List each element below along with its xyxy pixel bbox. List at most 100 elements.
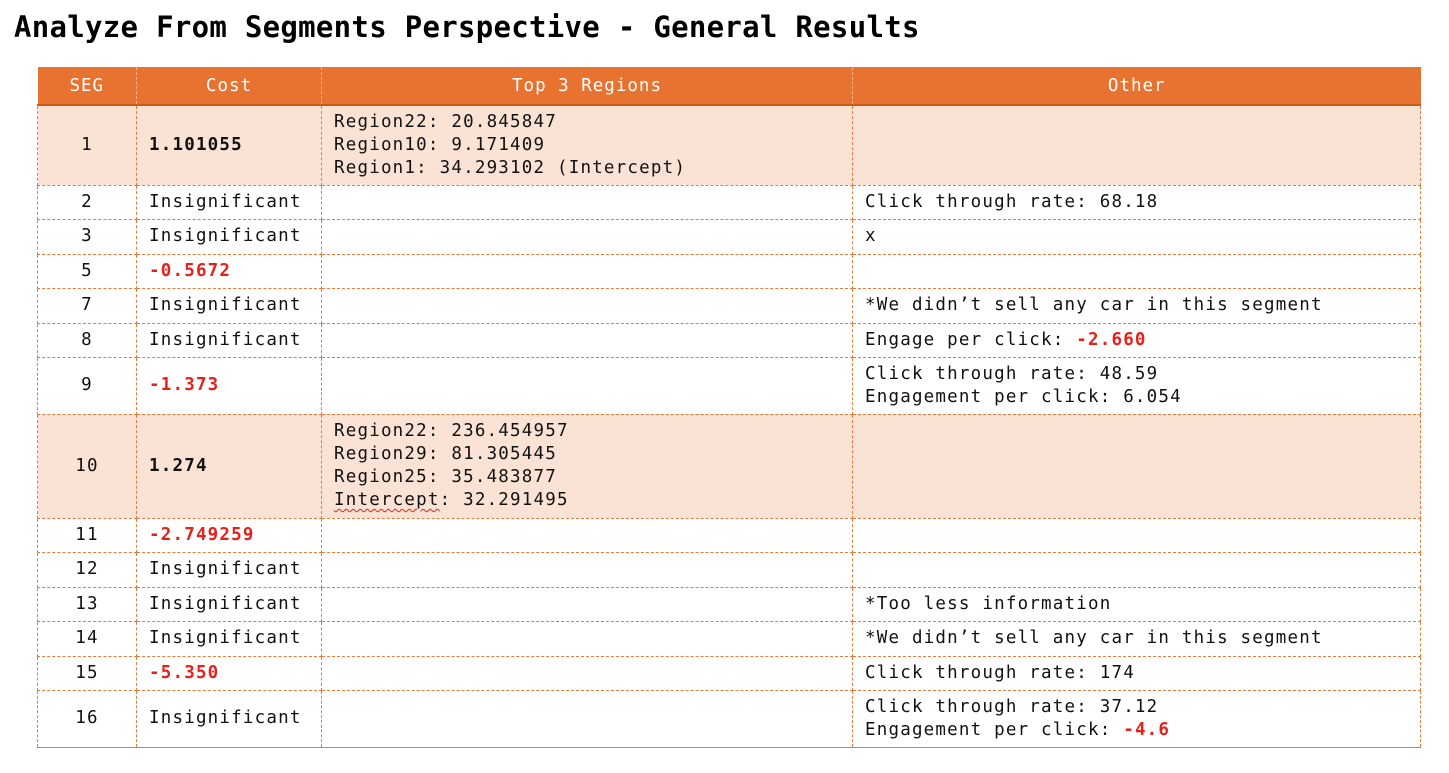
top-regions-cell: Region22: 236.454957 Region29: 81.305445 R… <box>321 413 853 519</box>
table-row: 9 -1.373 Click through rate: 48.59 Engageme… <box>37 356 1421 415</box>
top-regions-cell <box>321 287 853 324</box>
table-row: 12 Insignificant <box>37 551 1421 588</box>
top-regions-cell <box>321 517 853 553</box>
seg-cell: 16 <box>37 689 137 748</box>
table-row: 15 -5.350 Click through rate: 174 <box>37 655 1421 691</box>
top-regions-cell <box>321 356 853 415</box>
top-regions-cell <box>321 655 853 691</box>
cost-cell: -5.350 <box>136 655 322 691</box>
table-body: 1 1.101055 Region22: 20.845847 Region10: 9.… <box>37 104 1421 748</box>
segment-results-table: SEG Cost Top 3 Regions Other 1 1.101055 Re… <box>37 67 1421 748</box>
seg-cell: 13 <box>37 586 137 622</box>
region-line: Region22: 236.454957 <box>334 421 569 441</box>
other-line: x <box>865 225 1408 248</box>
other-line-label: *Too less information <box>865 593 1112 614</box>
table-row: 2 Insignificant Click through rate: 68.18 <box>37 184 1421 220</box>
seg-cell: 2 <box>37 184 137 220</box>
seg-cell: 1 <box>37 104 137 186</box>
other-line: Engage per click: -2.660 <box>865 329 1408 352</box>
cost-cell: Insignificant <box>136 620 322 657</box>
other-cell: *We didn’t sell any car in this segment <box>852 287 1421 324</box>
page-title: Analyze From Segments Perspective - Gene… <box>14 10 920 44</box>
cost-cell: Insignificant <box>136 586 322 622</box>
cost-cell: -0.5672 <box>136 253 322 289</box>
table-row: 11 -2.749259 <box>37 517 1421 553</box>
other-cell <box>852 551 1421 588</box>
cost-cell: -2.749259 <box>136 517 322 553</box>
seg-cell: 10 <box>37 413 137 519</box>
seg-cell: 12 <box>37 551 137 588</box>
top-regions-cell <box>321 322 853 358</box>
other-cell: Click through rate: 68.18 <box>852 184 1421 220</box>
table-row: 13 Insignificant *Too less information <box>37 586 1421 622</box>
other-line: *We didn’t sell any car in this segment <box>865 627 1408 650</box>
table-row: 8 Insignificant Engage per click: -2.660 <box>37 322 1421 358</box>
table-row: 10 1.274 Region22: 236.454957 Region29: 81.… <box>37 413 1421 519</box>
seg-cell: 11 <box>37 517 137 553</box>
seg-cell: 7 <box>37 287 137 324</box>
other-line-label: Engagement per click: <box>865 719 1124 740</box>
other-line-label: Engagement per click: 6.054 <box>865 386 1182 407</box>
table-row: 1 1.101055 Region22: 20.845847 Region10: 9.… <box>37 104 1421 186</box>
seg-cell: 5 <box>37 253 137 289</box>
other-line: Click through rate: 174 <box>865 662 1408 685</box>
region-line: Region1: 34.293102 (Intercept) <box>334 157 687 178</box>
other-cell: x <box>852 218 1421 255</box>
cost-cell: Insignificant <box>136 689 322 748</box>
other-line: Engagement per click: -4.6 <box>865 719 1408 742</box>
region-line: Region29: 81.305445 <box>334 444 557 464</box>
other-cell <box>852 517 1421 553</box>
region-line: Region25: 35.483877 <box>334 467 557 487</box>
other-line-value: -4.6 <box>1123 719 1171 740</box>
other-cell: *Too less information <box>852 586 1421 622</box>
cost-cell: Insignificant <box>136 218 322 255</box>
other-line-value: -2.660 <box>1076 329 1147 350</box>
cost-cell: Insignificant <box>136 551 322 588</box>
other-cell: Click through rate: 174 <box>852 655 1421 691</box>
table-row: 16 Insignificant Click through rate: 37.12… <box>37 689 1421 748</box>
other-cell <box>852 253 1421 289</box>
cost-cell: 1.274 <box>136 413 322 519</box>
top-regions-cell: Region22: 20.845847 Region10: 9.171409 Reg… <box>321 104 853 186</box>
top-regions-cell <box>321 218 853 255</box>
table-row: 3 Insignificant x <box>37 218 1421 255</box>
other-line: Engagement per click: 6.054 <box>865 386 1408 409</box>
other-line-label: x <box>865 226 877 246</box>
cost-cell: Insignificant <box>136 184 322 220</box>
other-line-label: Engage per click: <box>865 329 1077 350</box>
table-row: 7 Insignificant *We didn’t sell any car in… <box>37 287 1421 324</box>
column-header-cost: Cost <box>136 67 322 106</box>
column-header-top-regions: Top 3 Regions <box>321 67 853 106</box>
table-row: 14 Insignificant *We didn’t sell any car i… <box>37 620 1421 657</box>
top-regions-cell <box>321 184 853 220</box>
region-line: Region22: 20.845847 <box>334 111 557 132</box>
cost-cell: Insignificant <box>136 322 322 358</box>
region-line: Intercept: 32.291495 <box>334 490 569 510</box>
table-header-row: SEG Cost Top 3 Regions Other <box>37 67 1421 106</box>
table-row: 5 -0.5672 <box>37 253 1421 289</box>
column-header-seg: SEG <box>37 67 137 106</box>
other-cell: *We didn’t sell any car in this segment <box>852 620 1421 657</box>
other-line-label: *We didn’t sell any car in this segment <box>865 295 1323 315</box>
seg-cell: 3 <box>37 218 137 255</box>
cost-cell: 1.101055 <box>136 104 322 186</box>
other-cell <box>852 104 1421 186</box>
top-regions-cell <box>321 253 853 289</box>
top-regions-cell <box>321 689 853 748</box>
cost-cell: -1.373 <box>136 356 322 415</box>
top-regions-cell <box>321 620 853 657</box>
other-cell: Click through rate: 48.59 Engagement per … <box>852 356 1421 415</box>
other-cell <box>852 413 1421 519</box>
other-line-label: *We didn’t sell any car in this segment <box>865 628 1323 648</box>
seg-cell: 14 <box>37 620 137 657</box>
other-line-label: Click through rate: 48.59 <box>865 363 1159 384</box>
other-line: *Too less information <box>865 593 1408 616</box>
column-header-other: Other <box>852 67 1421 106</box>
other-line-label: Click through rate: 68.18 <box>865 191 1159 212</box>
other-line: Click through rate: 68.18 <box>865 191 1408 214</box>
region-line-label: Intercept <box>334 490 440 510</box>
other-line: Click through rate: 48.59 <box>865 363 1408 386</box>
other-line: Click through rate: 37.12 <box>865 696 1408 719</box>
region-line: Region10: 9.171409 <box>334 134 546 155</box>
cost-cell: Insignificant <box>136 287 322 324</box>
